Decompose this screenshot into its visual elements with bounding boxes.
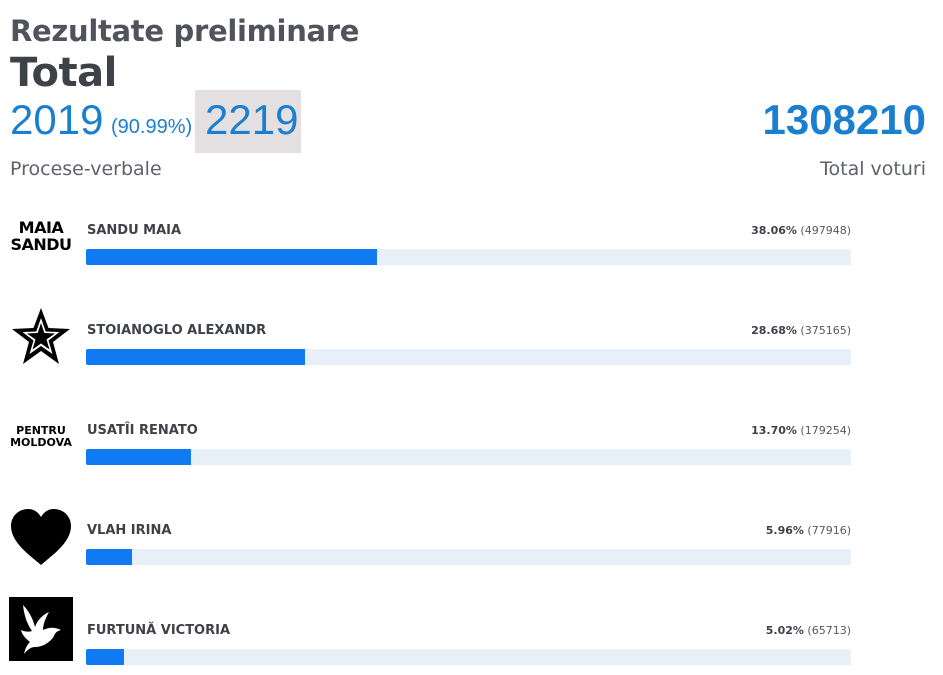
candidate-result: 13.70% (179254) xyxy=(751,424,851,437)
logo-line: MAIA xyxy=(18,218,64,238)
candidate-name: VLAH IRINA xyxy=(87,523,172,538)
result-bar xyxy=(86,549,851,565)
page-subtitle: Rezultate preliminare xyxy=(10,14,360,48)
candidate-votes: (375165) xyxy=(800,324,851,337)
candidate-result: 38.06% (497948) xyxy=(751,224,851,237)
result-bar-fill xyxy=(86,449,191,465)
logo-line: PENTRU xyxy=(16,424,66,438)
protocols-percent: (90.99%) xyxy=(111,116,193,138)
result-bar xyxy=(86,649,851,665)
candidate-result: 5.02% (65713) xyxy=(766,624,851,637)
heart-icon xyxy=(8,505,74,569)
candidate-row: VLAH IRINA 5.96% (77916) xyxy=(0,505,943,575)
candidate-percent: 5.02% xyxy=(765,624,804,637)
candidate-row: PENTRU MOLDOVA USATÎI RENATO 13.70% (179… xyxy=(0,405,943,475)
candidate-percent: 28.68% xyxy=(751,324,797,337)
candidate-result: 5.96% (77916) xyxy=(766,524,851,537)
result-bar-fill xyxy=(86,549,132,565)
candidate-row: MAIA SANDU SANDU MAIA 38.06% (497948) xyxy=(0,205,943,275)
candidate-name: USATÎI RENATO xyxy=(87,423,198,438)
result-bar xyxy=(86,449,851,465)
candidate-percent: 13.70% xyxy=(751,424,797,437)
result-bar xyxy=(86,349,851,365)
candidate-votes: (497948) xyxy=(800,224,851,237)
candidate-row: FURTUNĂ VICTORIA 5.02% (65713) xyxy=(0,597,943,675)
candidate-name: SANDU MAIA xyxy=(87,223,182,238)
maia-sandu-text-logo: MAIA SANDU xyxy=(8,205,74,269)
candidate-name: FURTUNĂ VICTORIA xyxy=(87,623,231,638)
protocols-total: 2219 xyxy=(205,96,299,143)
candidate-votes: (65713) xyxy=(807,624,851,637)
candidate-votes: (77916) xyxy=(807,524,851,537)
dove-icon xyxy=(8,597,74,661)
result-bar-fill xyxy=(86,649,125,665)
candidate-percent: 38.06% xyxy=(751,224,797,237)
logo-line: SANDU xyxy=(10,235,72,254)
candidate-name: STOIANOGLO ALEXANDR xyxy=(87,323,267,338)
star-icon xyxy=(8,305,74,369)
candidate-votes: (179254) xyxy=(800,424,851,437)
result-bar xyxy=(86,249,851,265)
result-bar-fill xyxy=(86,249,378,265)
pentru-moldova-text-logo: PENTRU MOLDOVA xyxy=(8,405,74,469)
result-bar-fill xyxy=(86,349,306,365)
total-votes-label: Total voturi xyxy=(820,158,926,180)
protocols-label: Procese-verbale xyxy=(10,158,162,180)
candidate-percent: 5.96% xyxy=(765,524,804,537)
total-votes: 1308210 xyxy=(762,96,926,143)
candidate-result: 28.68% (375165) xyxy=(751,324,851,337)
protocols-counted: 2019 xyxy=(10,96,104,143)
logo-line: MOLDOVA xyxy=(10,436,72,449)
candidate-row: STOIANOGLO ALEXANDR 28.68% (375165) xyxy=(0,305,943,375)
protocols-total-box: 2219 xyxy=(195,90,301,153)
page-title: Total xyxy=(10,50,117,96)
